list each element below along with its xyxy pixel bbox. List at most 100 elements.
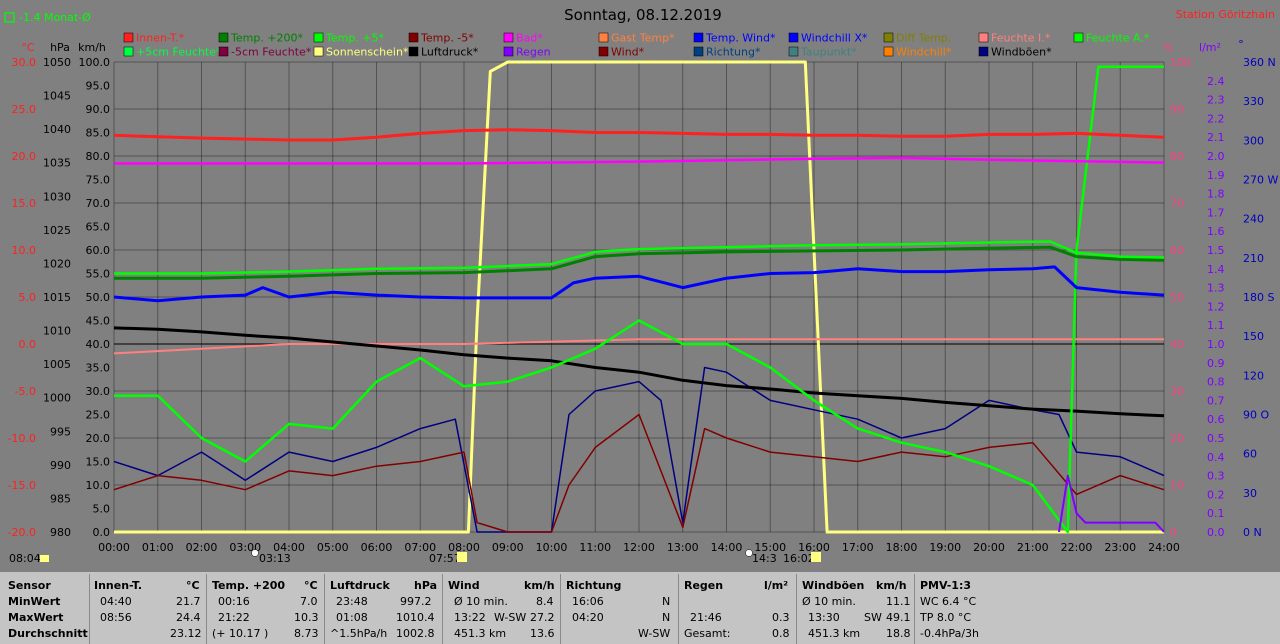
pressure-tick-label: 1050 (43, 56, 71, 69)
legend-label: Innen-T.* (136, 32, 185, 45)
temp-tick-label: -20.0 (8, 526, 36, 539)
temp-tick-label: 0.0 (19, 338, 37, 351)
speed-tick-label: 25.0 (86, 409, 111, 422)
legend-label: Temp. +5* (325, 32, 385, 45)
pmv-title: PMV-1:3 (920, 579, 971, 592)
richtung-max: N (662, 611, 671, 624)
sun-event-sunrise: 08:04 (9, 552, 41, 565)
rain-tick-label: 1.5 (1207, 244, 1225, 257)
legend-label: Sonnenschein* (326, 46, 409, 59)
boeen-max-dir: SW (864, 611, 882, 624)
humidity-tick-label: 40 (1170, 338, 1184, 351)
innen-min: 21.7 (176, 595, 201, 608)
speed-tick-label: 0.0 (93, 526, 111, 539)
legend-label: Richtung* (706, 46, 761, 59)
temp200-unit: °C (304, 579, 318, 592)
time-tick-label: 21:00 (1017, 541, 1049, 554)
series-innen-t (113, 128, 1165, 142)
time-tick-label: 19:00 (929, 541, 961, 554)
trend-indicator-icon (4, 12, 15, 23)
temp200-max: 10.3 (294, 611, 319, 624)
rain-tick-label: 1.3 (1207, 282, 1225, 295)
rain-tick-label: 1.9 (1207, 169, 1225, 182)
innen-unit: °C (186, 579, 200, 592)
boeen-title: Windböen (802, 579, 865, 592)
temp-tick-label: -5.0 (15, 385, 36, 398)
moon-icon (745, 549, 753, 557)
speed-tick-label: 80.0 (86, 150, 111, 163)
series-bad (114, 156, 1165, 165)
sun-event-moon: 14:3 (752, 552, 777, 565)
direction-tick-label: 180 S (1243, 291, 1274, 304)
sun-event-sunset: 16:02 (783, 552, 815, 565)
speed-tick-label: 5.0 (93, 503, 111, 516)
temp200-title: Temp. +200 (212, 579, 286, 592)
unit-labels: °C hPa km/h % l/m² ° (21, 38, 1243, 54)
pressure-tick-label: 995 (50, 425, 71, 438)
sun-event-moonset: 03:13 (259, 552, 291, 565)
legend-label: Feuchte I.* (991, 32, 1051, 45)
row-label-min: MinWert (8, 595, 61, 608)
series-feuchte-a (114, 65, 1164, 534)
legend-swatch (123, 32, 134, 43)
legend-swatch (598, 46, 609, 57)
direction-tick-label: 60 (1243, 448, 1257, 461)
wind-max: 27.2 (530, 611, 555, 624)
direction-tick-label: 360 N (1243, 56, 1276, 69)
speed-tick-label: 90.0 (86, 103, 111, 116)
time-tick-label: 02:00 (186, 541, 218, 554)
unit-humidity: % (1163, 41, 1173, 54)
unit-speed: km/h (78, 41, 106, 54)
druck-avg: 1002.8 (396, 627, 435, 640)
innen-avg: 23.12 (170, 627, 202, 640)
legend: Innen-T.* Temp. +200* Temp. +5* Temp. -5* Ba… (123, 32, 1150, 59)
humidity-tick-label: 30 (1170, 385, 1184, 398)
regen-max: 0.3 (772, 611, 790, 624)
humidity-tick-label: 90 (1170, 103, 1184, 116)
row-label-avg: Durchschnitt (8, 627, 88, 640)
humidity-tick-label: 0 (1170, 526, 1177, 539)
series-windböen (113, 366, 1165, 533)
boeen-avg: 18.8 (886, 627, 911, 640)
statistics-table: Sensor MinWert MaxWert Durchschnitt Inne… (0, 572, 1280, 644)
pressure-tick-label: 990 (50, 459, 71, 472)
pmv-wc: WC 6.4 °C (920, 595, 977, 608)
rain-tick-label: 0.7 (1207, 394, 1225, 407)
humidity-tick-label: 80 (1170, 150, 1184, 163)
druck-max-time: 01:08 (336, 611, 368, 624)
rain-tick-label: 1.6 (1207, 225, 1225, 238)
pressure-tick-label: 980 (50, 526, 71, 539)
wind-avg-note: 451.3 km (454, 627, 507, 640)
direction-tick-label: 120 (1243, 369, 1264, 382)
wind-max-dir: W-SW (494, 611, 527, 624)
series-layer (113, 60, 1165, 534)
row-label-sensor: Sensor (8, 579, 51, 592)
speed-tick-label: 85.0 (86, 127, 111, 140)
regen-unit: l/m² (764, 579, 789, 592)
boeen-unit: km/h (876, 579, 907, 592)
speed-tick-label: 100.0 (79, 56, 111, 69)
time-tick-label: 09:00 (492, 541, 524, 554)
boeen-max: 49.1 (886, 611, 911, 624)
legend-swatch (978, 32, 989, 43)
humidity-tick-label: 10 (1170, 479, 1184, 492)
time-tick-label: 17:00 (842, 541, 874, 554)
direction-tick-label: 270 W (1243, 174, 1278, 187)
series-temp-200 (114, 245, 1165, 280)
richtung-min: N (662, 595, 671, 608)
speed-tick-label: 70.0 (86, 197, 111, 210)
legend-label: Luftdruck* (421, 46, 479, 59)
speed-tick-label: 10.0 (86, 479, 111, 492)
legend-swatch (408, 32, 419, 43)
temp-tick-label: -15.0 (8, 479, 36, 492)
rain-tick-label: 1.1 (1207, 319, 1225, 332)
regen-sum-label: Gesamt: (684, 627, 731, 640)
pressure-tick-label: 985 (50, 492, 71, 505)
direction-tick-label: 90 O (1243, 409, 1269, 422)
header: -1.4 Monat-Ø Sonntag, 08.12.2019 Station… (4, 6, 1275, 24)
pressure-tick-label: 1035 (43, 157, 71, 170)
legend-label: Feuchte A.* (1086, 32, 1150, 45)
humidity-tick-label: 20 (1170, 432, 1184, 445)
legend-swatch (788, 46, 799, 57)
pressure-tick-label: 1020 (43, 257, 71, 270)
